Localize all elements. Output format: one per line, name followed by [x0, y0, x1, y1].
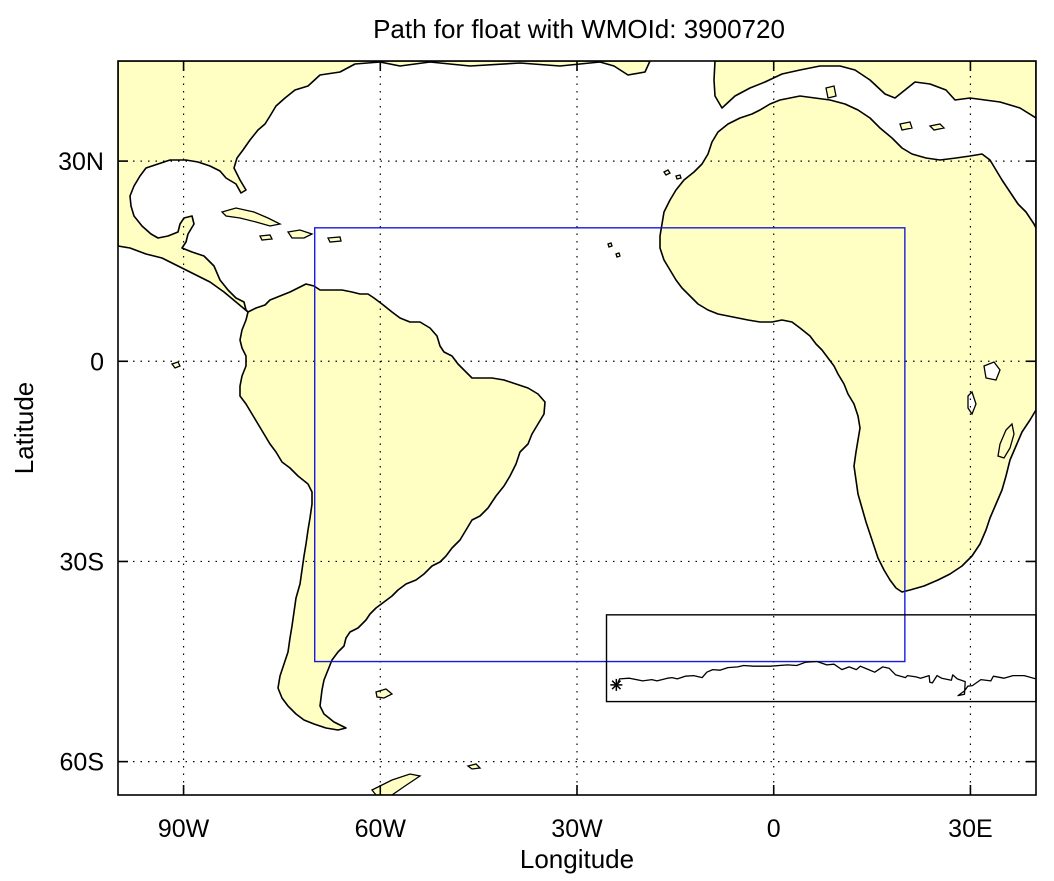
north-america-landmass	[118, 61, 651, 313]
float-start-marker	[610, 678, 623, 691]
y-tick-label: 30S	[60, 548, 104, 576]
canary-islands	[663, 169, 682, 180]
y-tick-label: 60S	[60, 749, 104, 777]
float-track-line	[616, 660, 1036, 697]
start-marker-stroke	[611, 680, 622, 690]
cape-verde-islands	[607, 242, 621, 258]
land-layer	[118, 61, 1036, 795]
puerto-rico-island	[326, 236, 342, 243]
south-georgia-island	[466, 763, 482, 770]
lake-tanganyika	[967, 390, 977, 416]
map-title: Path for float with WMOId: 3900720	[373, 14, 785, 44]
jamaica-island	[258, 234, 274, 241]
axis-ticks	[118, 61, 1036, 795]
y-tick-label: 0	[90, 348, 104, 376]
africa-europe-landmass	[659, 61, 1036, 593]
x-tick-label: 90W	[158, 815, 210, 843]
galapagos-islands	[170, 361, 181, 369]
hispaniola-island	[286, 229, 314, 239]
x-axis-label: Longitude	[520, 844, 634, 874]
x-tick-label: 30W	[551, 815, 603, 843]
antarctic-peninsula	[370, 773, 422, 795]
x-tick-label: 60W	[355, 815, 407, 843]
lake-victoria	[983, 361, 1001, 381]
graticule	[118, 61, 1036, 795]
y-axis-label: Latitude	[9, 382, 39, 475]
madagascar-island	[997, 422, 1015, 459]
x-tick-label: 30E	[948, 815, 992, 843]
south-america-landmass	[239, 283, 546, 731]
mediterranean-islands	[825, 85, 946, 131]
cuba-island	[220, 207, 282, 227]
region-of-interest-box	[314, 227, 906, 663]
x-tick-label: 0	[767, 815, 781, 843]
y-tick-label: 30N	[58, 148, 104, 176]
axis-tick-labels: 90W 60W 30W 0 30E 30N 0 30S 60S	[58, 148, 993, 843]
